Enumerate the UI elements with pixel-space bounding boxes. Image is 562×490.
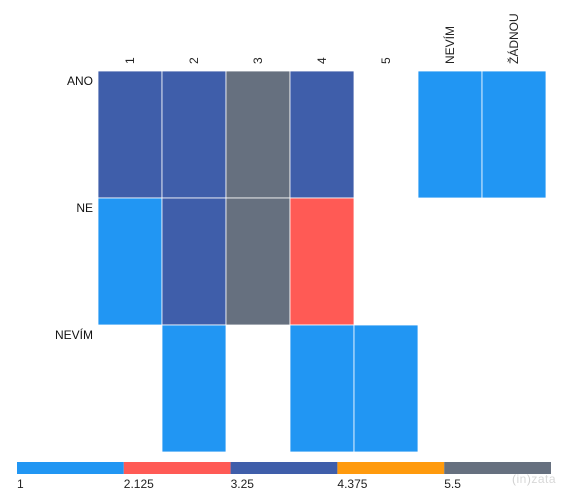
color-scale-band bbox=[17, 462, 124, 474]
column-label: 3 bbox=[251, 57, 265, 64]
row-label: ANO bbox=[67, 74, 93, 88]
heatmap-cell bbox=[225, 70, 291, 199]
heatmap-cell bbox=[161, 197, 227, 326]
column-label: 4 bbox=[315, 57, 329, 64]
heatmap-cell bbox=[289, 197, 355, 326]
color-scale-tick: 3.25 bbox=[231, 477, 255, 490]
column-label: 1 bbox=[123, 57, 137, 64]
color-scale-tick: 5.5 bbox=[444, 477, 461, 490]
heatmap-cell bbox=[97, 197, 163, 326]
color-scale-tick: 4.375 bbox=[337, 477, 367, 490]
row-label: NEVÍM bbox=[55, 327, 93, 342]
color-scale-band bbox=[337, 462, 445, 474]
column-label: 2 bbox=[187, 57, 201, 64]
color-scale-band bbox=[444, 462, 551, 474]
heatmap-cell bbox=[417, 70, 483, 199]
heatmap-cell bbox=[289, 70, 355, 199]
color-scale-band bbox=[230, 462, 338, 474]
heatmap-cell bbox=[289, 324, 355, 453]
heatmap-cell bbox=[161, 70, 227, 199]
heatmap-cell bbox=[481, 70, 547, 199]
column-label: 5 bbox=[379, 57, 393, 64]
color-scale-tick: 2.125 bbox=[124, 477, 154, 490]
inzata-logo: (in)zata bbox=[511, 472, 556, 486]
color-scale-band bbox=[123, 462, 231, 474]
heatmap-cell bbox=[97, 70, 163, 199]
row-label: NE bbox=[76, 201, 93, 215]
heatmap-cell bbox=[353, 324, 419, 453]
color-scale-tick: 1 bbox=[17, 477, 24, 490]
column-label: ŽÁDNOU bbox=[506, 13, 521, 64]
heatmap-cell bbox=[225, 197, 291, 326]
column-label: NEVÍM bbox=[442, 26, 457, 64]
heatmap-cell bbox=[161, 324, 227, 453]
